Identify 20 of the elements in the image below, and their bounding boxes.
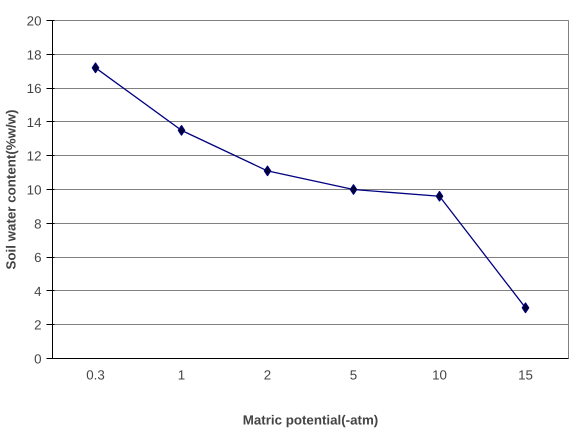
y-tick-label: 12 — [26, 148, 42, 164]
x-tick-label: 5 — [350, 368, 358, 382]
y-tick-label: 14 — [26, 114, 42, 130]
y-tick-label: 18 — [26, 47, 42, 62]
y-tick-label: 4 — [34, 284, 42, 299]
y-tick-label: 6 — [34, 250, 42, 266]
x-tick-label: 1 — [178, 368, 186, 382]
y-axis-title: Soil water content(%w/w) — [4, 110, 19, 270]
y-tick-label: 8 — [34, 216, 42, 232]
x-axis-title: Matric potential(-atm) — [242, 412, 378, 428]
x-tick-label: 15 — [518, 368, 533, 382]
x-tick-label: 0.3 — [86, 368, 105, 382]
point — [350, 184, 358, 195]
y-tick-label: 10 — [26, 182, 42, 198]
y-tick-label: 16 — [26, 81, 42, 96]
x-tick-label: 10 — [432, 368, 447, 382]
y-tick-label: 20 — [26, 14, 42, 28]
y-tick-label: 0 — [34, 352, 42, 366]
y-tick-label: 2 — [34, 318, 42, 333]
x-tick-label: 2 — [264, 368, 272, 382]
